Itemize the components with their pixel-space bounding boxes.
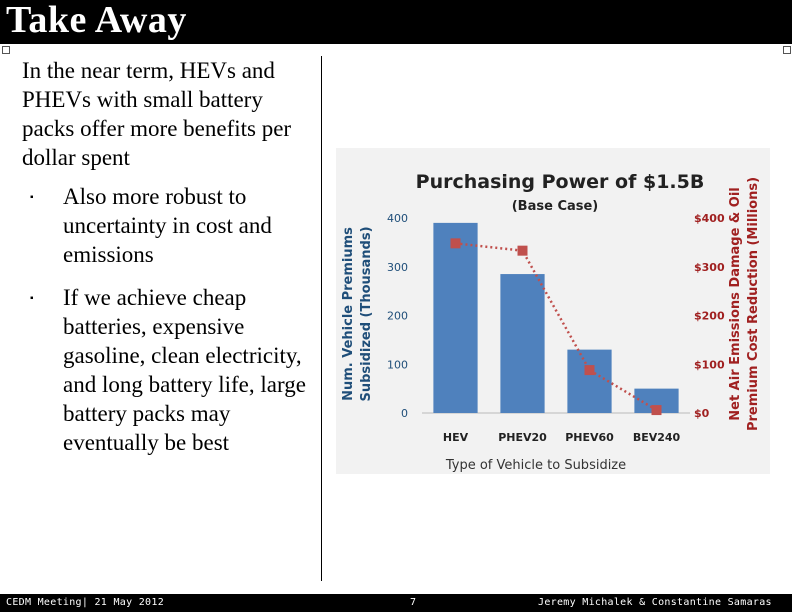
y-tick-right: $400 — [694, 212, 725, 225]
corner-handle-right — [783, 46, 791, 54]
bullet-marker-1: ▪ — [30, 192, 34, 203]
emissions-series-line — [455, 242, 658, 412]
plot-area: 0 100 200 300 400 $0 $100 $200 $300 $400 HEV PHEV20… — [387, 212, 725, 444]
y-tick-right: $100 — [694, 358, 725, 371]
y-tick-left: 100 — [387, 358, 408, 371]
y-axis-right-label-line-1: Net Air Emissions Damage & Oil — [728, 187, 743, 421]
bar-phev20 — [500, 274, 545, 413]
emissions-point-phev20 — [517, 245, 528, 256]
bullet-text-2: If we achieve cheap batteries, expensive… — [63, 285, 306, 455]
slide-title: Take Away — [6, 0, 187, 41]
x-axis-label: Type of Vehicle to Subsidize — [445, 458, 626, 473]
y-tick-left: 300 — [387, 261, 408, 274]
column-divider — [321, 56, 322, 581]
emissions-point-bev240 — [651, 405, 662, 416]
y-axis-left-label-line-2: Subsidized (Thousands) — [359, 226, 374, 401]
title-bar: Take Away — [0, 0, 792, 44]
y-tick-left: 0 — [401, 407, 408, 420]
x-tick-label: HEV — [443, 431, 469, 444]
x-tick-label: BEV240 — [633, 431, 681, 444]
y-tick-left: 200 — [387, 310, 408, 323]
chart-subtitle: (Base Case) — [512, 199, 599, 214]
y-axis-left-label-line-1: Num. Vehicle Premiums — [341, 227, 356, 401]
x-tick-label: PHEV60 — [565, 431, 614, 444]
chart-svg: Purchasing Power of $1.5B (Base Case) Ty… — [341, 171, 761, 473]
emissions-point-phev60 — [584, 365, 595, 376]
y-tick-left: 400 — [387, 212, 408, 225]
bar-hev — [433, 222, 478, 413]
footer-meeting: CEDM Meeting| 21 May 2012 — [6, 597, 165, 608]
corner-handle-left — [2, 46, 10, 54]
chart-title: Purchasing Power of $1.5B — [416, 171, 705, 193]
footer-authors: Jeremy Michalek & Constantine Samaras — [538, 597, 772, 608]
purchasing-power-chart: Purchasing Power of $1.5B (Base Case) Ty… — [336, 148, 770, 474]
x-tick-label: PHEV20 — [498, 431, 547, 444]
emissions-point-hev — [450, 238, 461, 249]
y-tick-right: $300 — [694, 261, 725, 274]
intro-paragraph: In the near term, HEVs and PHEVs with sm… — [22, 58, 292, 170]
footer-bar: CEDM Meeting| 21 May 2012 7 Jeremy Micha… — [0, 594, 792, 612]
take-away-text: In the near term, HEVs and PHEVs with sm… — [22, 56, 312, 172]
y-tick-right: $200 — [694, 310, 725, 323]
bullet-marker-2: ▪ — [30, 293, 34, 304]
footer-page-number: 7 — [410, 597, 417, 608]
y-tick-right: $0 — [694, 407, 710, 420]
bar-phev60 — [567, 349, 612, 413]
bullet-text-1: Also more robust to uncertainty in cost … — [63, 184, 272, 267]
y-axis-right-label-line-2: Premium Cost Reduction (Millions) — [746, 177, 761, 431]
